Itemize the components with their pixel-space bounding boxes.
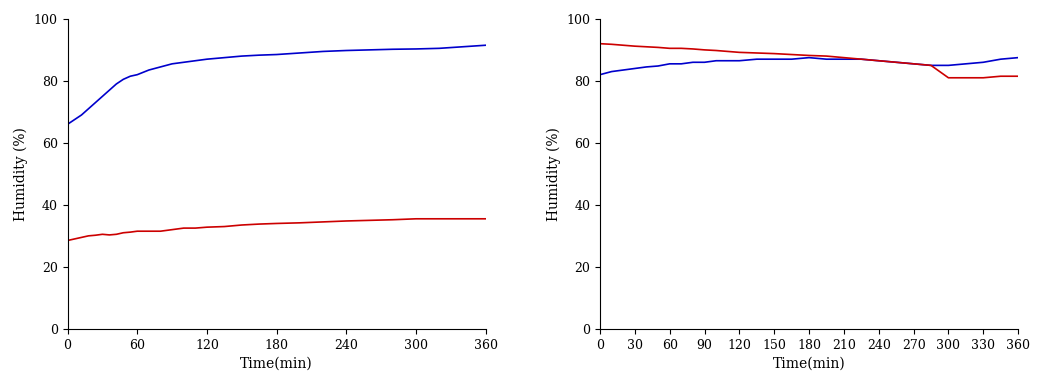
- Y-axis label: Humidity (%): Humidity (%): [546, 127, 561, 221]
- X-axis label: Time(min): Time(min): [240, 357, 313, 371]
- Y-axis label: Humidity (%): Humidity (%): [14, 127, 28, 221]
- X-axis label: Time(min): Time(min): [773, 357, 846, 371]
